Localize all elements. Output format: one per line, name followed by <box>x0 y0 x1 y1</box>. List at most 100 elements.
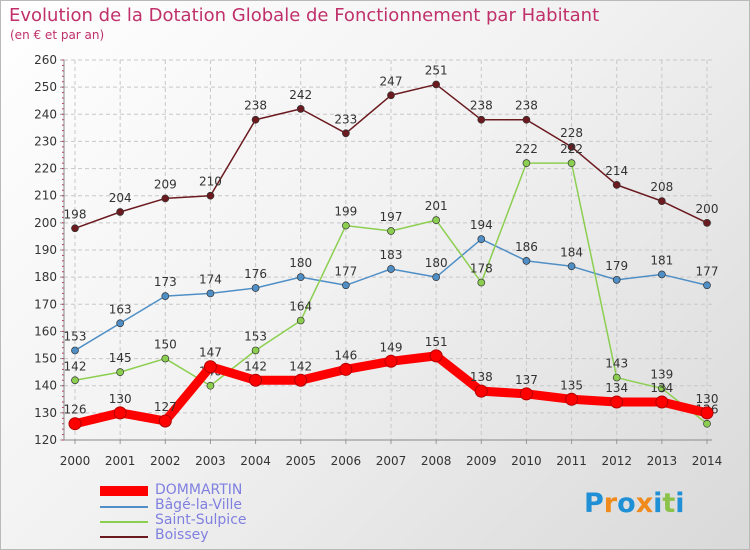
y-tick-label: 200 <box>34 216 57 230</box>
logo-letter: t <box>662 488 676 519</box>
y-tick-label: 260 <box>34 53 57 67</box>
y-tick-label: 190 <box>34 243 57 257</box>
data-label-dommartin: 134 <box>605 381 628 395</box>
data-point-boissey <box>432 80 440 89</box>
data-label-saint-sulpice: 150 <box>154 338 177 352</box>
data-label-bage-la-ville: 176 <box>244 267 267 281</box>
data-label-dommartin: 147 <box>199 346 222 360</box>
data-label-dommartin: 127 <box>154 400 177 414</box>
data-label-boissey: 238 <box>515 99 538 113</box>
y-tick-label: 160 <box>34 324 57 338</box>
x-tick-label: 2008 <box>421 454 452 468</box>
data-label-dommartin: 146 <box>334 348 357 362</box>
data-point-boissey <box>116 208 124 216</box>
data-point-bage-la-ville <box>387 265 395 273</box>
x-tick-label: 2002 <box>150 454 181 468</box>
data-point-boissey <box>296 105 305 113</box>
data-point-bage-la-ville <box>116 319 124 328</box>
data-label-dommartin: 142 <box>244 359 267 373</box>
y-tick-label: 130 <box>34 406 57 420</box>
data-point-boissey <box>658 197 666 205</box>
data-point-saint-sulpice <box>387 227 395 235</box>
data-label-saint-sulpice: 201 <box>425 199 448 213</box>
data-point-saint-sulpice <box>161 354 170 363</box>
data-point-saint-sulpice <box>522 159 531 167</box>
proxiti-logo: Proxiti <box>584 488 685 519</box>
data-point-bage-la-ville <box>251 284 260 292</box>
y-tick-label: 150 <box>34 352 57 366</box>
data-label-bage-la-ville: 186 <box>515 240 538 254</box>
x-tick-label: 2013 <box>647 454 678 468</box>
y-tick-label: 220 <box>34 162 57 176</box>
data-point-dommartin <box>384 354 398 368</box>
data-point-dommartin <box>249 373 263 387</box>
x-tick-label: 2011 <box>556 454 587 468</box>
y-tick-label: 120 <box>34 433 57 447</box>
data-point-dommartin <box>700 406 714 420</box>
data-label-saint-sulpice: 199 <box>334 205 357 219</box>
y-tick-label: 170 <box>34 297 57 311</box>
legend-swatch-saint-sulpice <box>100 521 148 523</box>
data-label-boissey: 228 <box>560 126 583 140</box>
y-tick-label: 140 <box>34 379 57 393</box>
data-point-dommartin <box>429 349 443 363</box>
x-tick-label: 2012 <box>601 454 632 468</box>
data-label-bage-la-ville: 194 <box>470 218 493 232</box>
data-label-dommartin: 135 <box>560 378 583 392</box>
logo-letter: r <box>603 488 618 519</box>
logo-letter: o <box>617 488 636 519</box>
data-point-saint-sulpice <box>612 373 621 382</box>
data-label-boissey: 233 <box>334 112 357 126</box>
data-label-dommartin: 126 <box>64 403 87 417</box>
data-label-boissey: 238 <box>244 99 267 113</box>
data-point-dommartin <box>565 392 579 406</box>
x-tick-label: 2006 <box>331 454 362 468</box>
data-point-saint-sulpice <box>432 216 440 224</box>
data-point-saint-sulpice <box>251 346 260 355</box>
data-point-boissey <box>703 219 711 227</box>
data-label-bage-la-ville: 181 <box>650 253 673 267</box>
data-point-boissey <box>522 115 531 124</box>
data-point-dommartin <box>519 387 533 401</box>
data-label-bage-la-ville: 183 <box>380 248 403 262</box>
data-label-dommartin: 149 <box>380 340 403 354</box>
logo-letter: i <box>675 488 685 519</box>
data-point-bage-la-ville <box>477 235 486 243</box>
data-point-dommartin <box>158 414 172 428</box>
x-tick-label: 2000 <box>60 454 91 468</box>
data-label-bage-la-ville: 173 <box>154 275 177 289</box>
logo-letter: i <box>653 488 663 519</box>
data-point-boissey <box>612 181 621 189</box>
data-label-bage-la-ville: 180 <box>425 256 448 270</box>
data-point-bage-la-ville <box>522 257 531 265</box>
data-point-saint-sulpice <box>567 159 576 167</box>
data-label-saint-sulpice: 139 <box>650 367 673 381</box>
data-point-dommartin <box>655 395 669 409</box>
data-label-dommartin: 142 <box>289 359 312 373</box>
data-point-saint-sulpice <box>206 381 215 390</box>
logo-letter: P <box>584 488 604 519</box>
data-point-bage-la-ville <box>658 270 666 279</box>
data-label-bage-la-ville: 179 <box>605 259 628 273</box>
x-tick-label: 2007 <box>376 454 407 468</box>
data-point-dommartin <box>474 384 488 398</box>
y-tick-label: 240 <box>34 107 57 121</box>
legend-swatch-bage-la-ville <box>100 506 148 508</box>
data-point-dommartin <box>339 362 353 376</box>
x-tick-label: 2001 <box>105 454 136 468</box>
logo-letter: x <box>635 488 654 519</box>
x-tick-label: 2003 <box>195 454 226 468</box>
legend-label-bage-la-ville: Bâgé-la-Ville <box>155 497 242 513</box>
data-label-saint-sulpice: 222 <box>560 142 583 156</box>
data-label-bage-la-ville: 174 <box>199 272 222 286</box>
data-point-boissey <box>161 194 170 203</box>
data-point-boissey <box>342 129 350 138</box>
data-label-bage-la-ville: 163 <box>109 302 132 316</box>
data-label-saint-sulpice: 222 <box>515 142 538 156</box>
data-label-dommartin: 130 <box>109 392 132 406</box>
y-tick-label: 210 <box>34 189 57 203</box>
data-point-boissey <box>71 224 79 233</box>
data-label-boissey: 242 <box>289 88 312 102</box>
